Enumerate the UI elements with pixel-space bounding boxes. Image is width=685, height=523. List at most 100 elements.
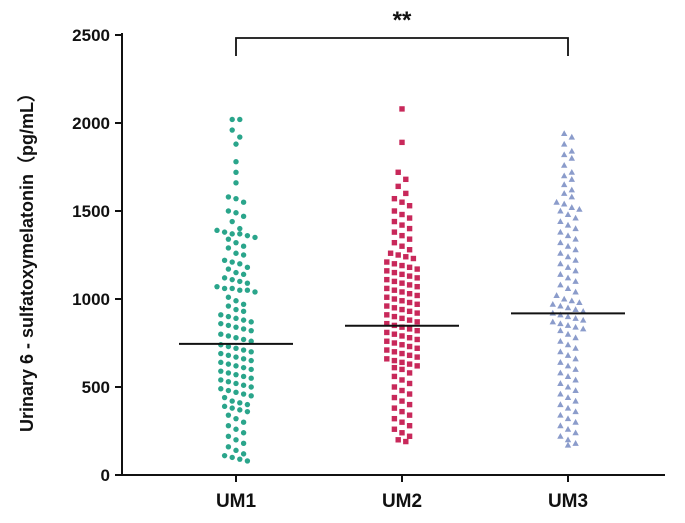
data-point [240, 271, 247, 278]
x-category-label: UM1 [216, 491, 257, 512]
data-point [572, 355, 579, 362]
data-point [564, 322, 572, 328]
data-point [225, 370, 232, 376]
data-point [240, 440, 247, 447]
data-point [580, 308, 587, 314]
data-point [564, 415, 572, 422]
data-point [240, 373, 247, 380]
data-point [225, 444, 232, 450]
data-point [557, 302, 564, 309]
data-point [237, 231, 243, 237]
data-point [564, 404, 572, 411]
data-point [399, 199, 405, 205]
data-point [384, 303, 390, 309]
data-point [561, 140, 568, 147]
data-point [557, 271, 564, 277]
data-point [572, 366, 579, 372]
data-point [399, 289, 405, 295]
data-point [384, 347, 390, 353]
data-point [399, 366, 405, 373]
data-point [406, 326, 413, 332]
data-point [564, 362, 572, 369]
data-point [414, 363, 420, 369]
data-point [414, 283, 420, 290]
data-point [229, 231, 235, 237]
data-point [237, 134, 243, 140]
data-point [240, 326, 247, 332]
data-point [233, 354, 239, 360]
median-lines [179, 312, 625, 345]
data-point [244, 408, 251, 415]
data-point [564, 425, 572, 432]
data-point [414, 319, 420, 325]
data-point [576, 299, 583, 306]
data-point [557, 422, 564, 429]
data-point [406, 308, 413, 315]
data-point [240, 382, 247, 388]
data-point [572, 418, 579, 425]
data-point [414, 310, 420, 316]
data-point [399, 387, 405, 394]
data-point [549, 300, 556, 307]
data-point [391, 313, 398, 320]
data-point [406, 343, 413, 350]
data-point [561, 151, 568, 158]
data-point [557, 411, 564, 418]
data-point [572, 315, 579, 321]
data-point [557, 260, 564, 267]
data-point [399, 408, 405, 415]
data-point [225, 361, 232, 367]
data-point [218, 331, 224, 337]
data-point [237, 407, 243, 413]
data-point [229, 285, 235, 292]
data-point [233, 210, 239, 216]
data-point [233, 437, 239, 443]
significance-label: ** [393, 7, 412, 34]
data-point [572, 225, 579, 232]
data-point [387, 250, 394, 256]
data-point [391, 384, 398, 390]
data-point [580, 316, 587, 323]
data-point [225, 303, 232, 309]
data-point [406, 203, 413, 209]
data-point [564, 253, 572, 260]
data-point [557, 281, 564, 288]
data-point [240, 308, 247, 315]
data-point [399, 106, 405, 112]
data-point [414, 266, 420, 272]
data-point [240, 430, 247, 436]
data-point [240, 364, 247, 371]
data-point [564, 352, 572, 358]
data-point [237, 278, 243, 285]
data-point [564, 436, 572, 443]
data-point [240, 301, 247, 307]
data-point [221, 452, 228, 459]
data-point [225, 208, 232, 214]
data-point [233, 141, 239, 147]
data-point [564, 341, 572, 348]
data-point [391, 340, 398, 346]
data-point [225, 343, 232, 350]
data-point [399, 430, 405, 436]
data-point [564, 232, 572, 239]
data-point [406, 264, 413, 271]
data-point [561, 181, 568, 188]
data-point [391, 349, 398, 355]
data-point [233, 180, 239, 186]
data-point [553, 198, 560, 205]
data-point [391, 218, 398, 225]
data-point [391, 261, 398, 267]
data-point [572, 214, 579, 221]
data-point [399, 232, 405, 239]
data-point [395, 183, 401, 190]
data-point [391, 426, 398, 432]
data-point [233, 345, 239, 351]
data-point [237, 225, 243, 232]
significance-annotation: ** [235, 7, 569, 56]
x-category-label: UM3 [548, 491, 588, 512]
data-point [240, 391, 247, 397]
data-point [564, 304, 572, 311]
data-point [572, 256, 579, 263]
data-point [568, 147, 575, 154]
data-point [233, 169, 239, 175]
